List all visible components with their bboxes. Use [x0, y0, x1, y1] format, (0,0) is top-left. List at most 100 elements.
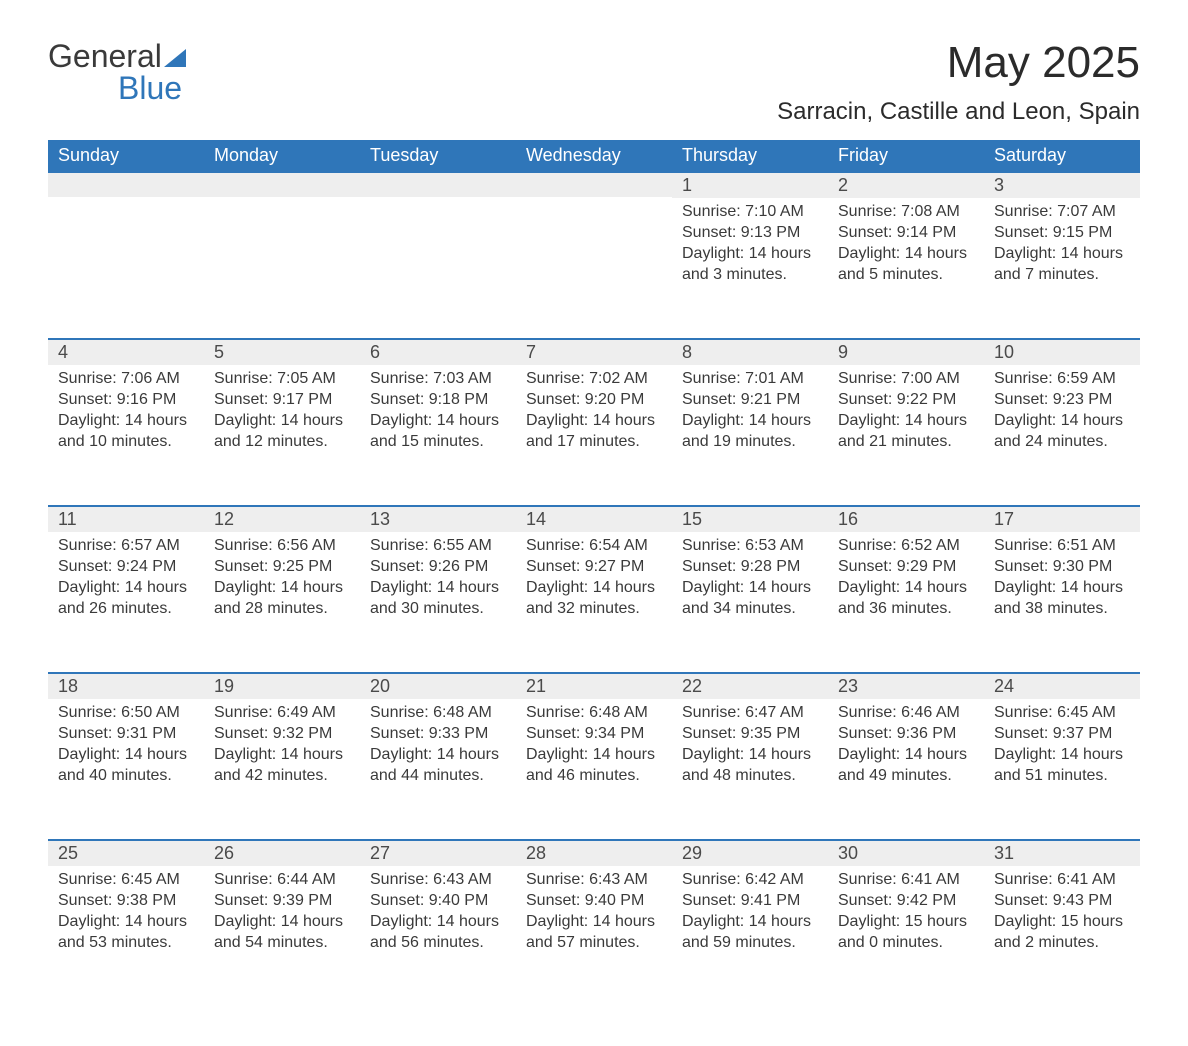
daylight-line: Daylight: 15 hours and 2 minutes.	[994, 913, 1123, 951]
day-body: Sunrise: 6:52 AMSunset: 9:29 PMDaylight:…	[828, 532, 984, 637]
daylight-line: Daylight: 14 hours and 40 minutes.	[58, 746, 187, 784]
day-number: 27	[360, 839, 516, 866]
day-body: Sunrise: 7:02 AMSunset: 9:20 PMDaylight:…	[516, 365, 672, 470]
day-body: Sunrise: 6:45 AMSunset: 9:37 PMDaylight:…	[984, 699, 1140, 804]
daylight-line: Daylight: 14 hours and 59 minutes.	[682, 913, 811, 951]
sunrise-line: Sunrise: 6:42 AM	[682, 871, 804, 888]
blank-day-header	[204, 171, 360, 197]
daylight-line: Daylight: 14 hours and 54 minutes.	[214, 913, 343, 951]
day-body: Sunrise: 7:07 AMSunset: 9:15 PMDaylight:…	[984, 198, 1140, 303]
day-number: 3	[984, 171, 1140, 198]
day-body: Sunrise: 6:50 AMSunset: 9:31 PMDaylight:…	[48, 699, 204, 804]
sunset-line: Sunset: 9:25 PM	[214, 558, 332, 575]
day-body: Sunrise: 6:53 AMSunset: 9:28 PMDaylight:…	[672, 532, 828, 637]
blank-day-body	[204, 198, 360, 220]
sunrise-line: Sunrise: 6:59 AM	[994, 370, 1116, 387]
blank-day-header	[48, 171, 204, 197]
blank-day-header	[360, 171, 516, 197]
day-number: 20	[360, 672, 516, 699]
day-body: Sunrise: 6:45 AMSunset: 9:38 PMDaylight:…	[48, 866, 204, 971]
day-number: 8	[672, 338, 828, 365]
sunset-line: Sunset: 9:13 PM	[682, 224, 800, 241]
daylight-line: Daylight: 14 hours and 12 minutes.	[214, 412, 343, 450]
day-number: 2	[828, 171, 984, 198]
day-body: Sunrise: 6:49 AMSunset: 9:32 PMDaylight:…	[204, 699, 360, 804]
day-body: Sunrise: 7:06 AMSunset: 9:16 PMDaylight:…	[48, 365, 204, 470]
week-body-row: Sunrise: 6:57 AMSunset: 9:24 PMDaylight:…	[48, 532, 1140, 672]
sunrise-line: Sunrise: 7:07 AM	[994, 203, 1116, 220]
sunrise-line: Sunrise: 6:44 AM	[214, 871, 336, 888]
sunrise-line: Sunrise: 6:50 AM	[58, 704, 180, 721]
weekday-header: Saturday	[984, 140, 1140, 171]
weekday-header: Friday	[828, 140, 984, 171]
sunrise-line: Sunrise: 6:49 AM	[214, 704, 336, 721]
daylight-line: Daylight: 14 hours and 15 minutes.	[370, 412, 499, 450]
logo: General Blue	[48, 40, 186, 104]
weekday-header: Tuesday	[360, 140, 516, 171]
sunrise-line: Sunrise: 6:48 AM	[370, 704, 492, 721]
daylight-line: Daylight: 14 hours and 46 minutes.	[526, 746, 655, 784]
daylight-line: Daylight: 14 hours and 3 minutes.	[682, 245, 811, 283]
sunrise-line: Sunrise: 6:45 AM	[58, 871, 180, 888]
week-daynum-row: 123	[48, 171, 1140, 198]
daylight-line: Daylight: 15 hours and 0 minutes.	[838, 913, 967, 951]
sunset-line: Sunset: 9:28 PM	[682, 558, 800, 575]
day-body: Sunrise: 6:44 AMSunset: 9:39 PMDaylight:…	[204, 866, 360, 971]
daylight-line: Daylight: 14 hours and 36 minutes.	[838, 579, 967, 617]
day-body: Sunrise: 6:48 AMSunset: 9:33 PMDaylight:…	[360, 699, 516, 804]
blank-day-body	[48, 198, 204, 220]
header: General Blue May 2025 Sarracin, Castille…	[48, 40, 1140, 126]
day-number: 1	[672, 171, 828, 198]
sunrise-line: Sunrise: 7:10 AM	[682, 203, 804, 220]
blank-day-body	[360, 198, 516, 220]
calendar-table: SundayMondayTuesdayWednesdayThursdayFrid…	[48, 140, 1140, 1006]
logo-triangle-icon	[164, 49, 186, 67]
location-subtitle: Sarracin, Castille and Leon, Spain	[777, 98, 1140, 126]
sunrise-line: Sunrise: 6:57 AM	[58, 537, 180, 554]
sunset-line: Sunset: 9:34 PM	[526, 725, 644, 742]
daylight-line: Daylight: 14 hours and 34 minutes.	[682, 579, 811, 617]
daylight-line: Daylight: 14 hours and 28 minutes.	[214, 579, 343, 617]
sunset-line: Sunset: 9:40 PM	[370, 892, 488, 909]
daylight-line: Daylight: 14 hours and 26 minutes.	[58, 579, 187, 617]
sunset-line: Sunset: 9:18 PM	[370, 391, 488, 408]
day-body: Sunrise: 6:59 AMSunset: 9:23 PMDaylight:…	[984, 365, 1140, 470]
sunrise-line: Sunrise: 7:08 AM	[838, 203, 960, 220]
blank-day-header	[516, 171, 672, 197]
daylight-line: Daylight: 14 hours and 19 minutes.	[682, 412, 811, 450]
daylight-line: Daylight: 14 hours and 48 minutes.	[682, 746, 811, 784]
day-number: 24	[984, 672, 1140, 699]
sunrise-line: Sunrise: 7:05 AM	[214, 370, 336, 387]
sunrise-line: Sunrise: 6:48 AM	[526, 704, 648, 721]
sunset-line: Sunset: 9:15 PM	[994, 224, 1112, 241]
day-body: Sunrise: 6:41 AMSunset: 9:42 PMDaylight:…	[828, 866, 984, 971]
week-body-row: Sunrise: 6:45 AMSunset: 9:38 PMDaylight:…	[48, 866, 1140, 1006]
daylight-line: Daylight: 14 hours and 24 minutes.	[994, 412, 1123, 450]
sunrise-line: Sunrise: 7:06 AM	[58, 370, 180, 387]
week-body-row: Sunrise: 6:50 AMSunset: 9:31 PMDaylight:…	[48, 699, 1140, 839]
daylight-line: Daylight: 14 hours and 44 minutes.	[370, 746, 499, 784]
sunset-line: Sunset: 9:42 PM	[838, 892, 956, 909]
daylight-line: Daylight: 14 hours and 53 minutes.	[58, 913, 187, 951]
day-body: Sunrise: 6:51 AMSunset: 9:30 PMDaylight:…	[984, 532, 1140, 637]
sunrise-line: Sunrise: 7:03 AM	[370, 370, 492, 387]
week-daynum-row: 11121314151617	[48, 505, 1140, 532]
sunrise-line: Sunrise: 6:47 AM	[682, 704, 804, 721]
day-body: Sunrise: 6:55 AMSunset: 9:26 PMDaylight:…	[360, 532, 516, 637]
day-number: 6	[360, 338, 516, 365]
day-body: Sunrise: 7:00 AMSunset: 9:22 PMDaylight:…	[828, 365, 984, 470]
sunset-line: Sunset: 9:27 PM	[526, 558, 644, 575]
logo-main: General	[48, 38, 162, 74]
sunset-line: Sunset: 9:40 PM	[526, 892, 644, 909]
sunrise-line: Sunrise: 6:45 AM	[994, 704, 1116, 721]
sunset-line: Sunset: 9:14 PM	[838, 224, 956, 241]
day-number: 21	[516, 672, 672, 699]
day-number: 28	[516, 839, 672, 866]
sunrise-line: Sunrise: 6:55 AM	[370, 537, 492, 554]
week-body-row: Sunrise: 7:10 AM Sunset: 9:13 PM Daylight:…	[48, 198, 1140, 338]
day-body: Sunrise: 6:46 AMSunset: 9:36 PMDaylight:…	[828, 699, 984, 804]
sunset-line: Sunset: 9:41 PM	[682, 892, 800, 909]
sunset-line: Sunset: 9:29 PM	[838, 558, 956, 575]
sunset-line: Sunset: 9:17 PM	[214, 391, 332, 408]
sunset-line: Sunset: 9:26 PM	[370, 558, 488, 575]
